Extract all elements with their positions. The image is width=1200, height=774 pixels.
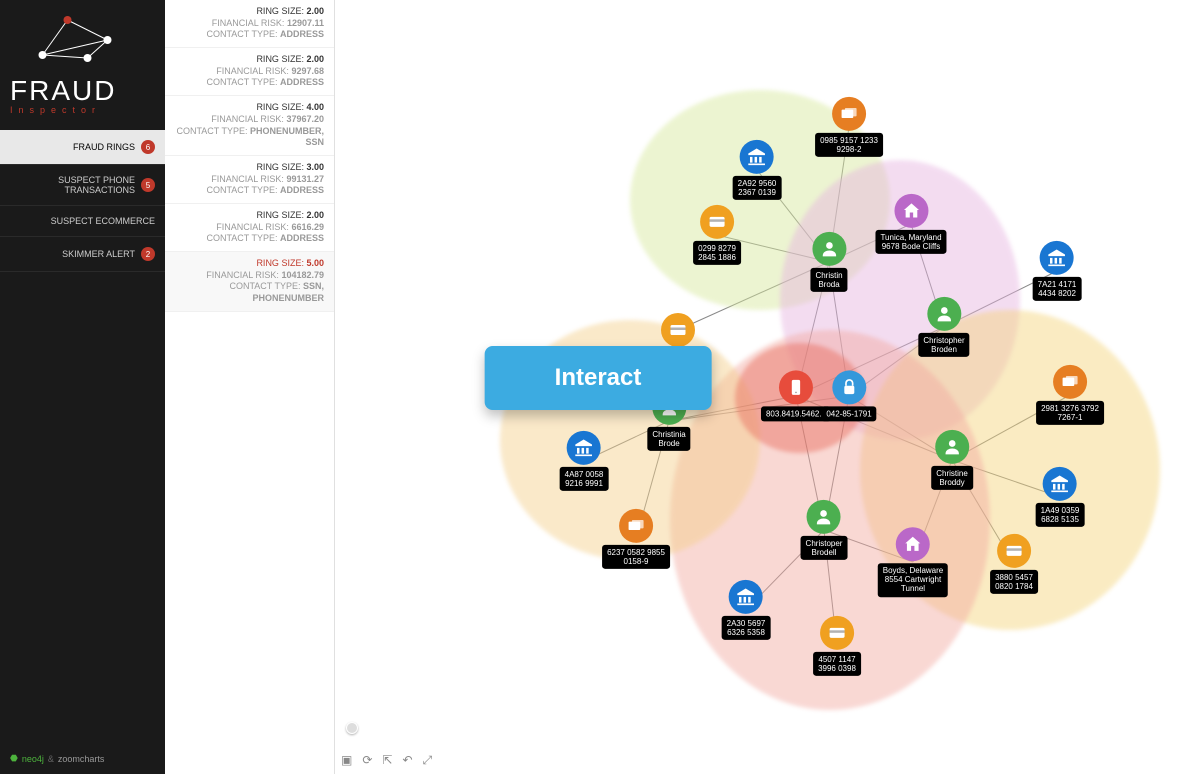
nav-item-3[interactable]: SKIMMER ALERT 2 bbox=[0, 237, 165, 272]
node-bank[interactable]: 2A30 5697 6326 5358 bbox=[722, 580, 771, 640]
card-icon bbox=[661, 313, 695, 347]
node-home[interactable]: Tunica, Maryland 9678 Bode Cliffs bbox=[875, 194, 946, 254]
cash-icon bbox=[832, 97, 866, 131]
canvas-toolbar: ▣ ⟳ ⇱ ↶ ⤢ bbox=[341, 753, 432, 768]
ring-entry-0[interactable]: RING SIZE: 2.00FINANCIAL RISK: 12907.11C… bbox=[165, 0, 334, 48]
card-icon bbox=[997, 534, 1031, 568]
cash-icon bbox=[1053, 365, 1087, 399]
person-icon bbox=[807, 500, 841, 534]
footer-sep: & bbox=[48, 754, 54, 764]
undo-icon[interactable]: ↶ bbox=[402, 753, 412, 768]
node-card[interactable]: 0299 8279 2845 1886 bbox=[693, 205, 741, 265]
node-label: Christin Broda bbox=[810, 268, 847, 292]
shield-icon: ⬣ bbox=[10, 753, 18, 764]
bank-icon bbox=[740, 140, 774, 174]
node-card[interactable]: 3880 5457 0820 1784 bbox=[990, 534, 1038, 594]
nav-label: FRAUD RINGS bbox=[73, 142, 135, 152]
node-label: Christoper Brodell bbox=[801, 536, 848, 560]
node-card[interactable]: 4507 1147 3996 0398 bbox=[813, 616, 861, 676]
ring-entry-3[interactable]: RING SIZE: 3.00FINANCIAL RISK: 99131.27C… bbox=[165, 156, 334, 204]
nav-item-0[interactable]: FRAUD RINGS 6 bbox=[0, 130, 165, 165]
node-label: Tunica, Maryland 9678 Bode Cliffs bbox=[875, 230, 946, 254]
ring-entry-5[interactable]: RING SIZE: 5.00FINANCIAL RISK: 104182.79… bbox=[165, 252, 334, 312]
expand-icon[interactable]: ⤢ bbox=[423, 753, 433, 768]
node-cash[interactable]: 2981 3276 3792 7267-1 bbox=[1036, 365, 1104, 425]
node-label: 2981 3276 3792 7267-1 bbox=[1036, 401, 1104, 425]
node-bank[interactable]: 2A92 9560 2367 0139 bbox=[733, 140, 782, 200]
node-person[interactable]: Christine Broddy bbox=[931, 430, 973, 490]
bank-icon bbox=[1040, 241, 1074, 275]
ring-entry-4[interactable]: RING SIZE: 2.00FINANCIAL RISK: 6616.29CO… bbox=[165, 204, 334, 252]
node-cash[interactable]: 0985 9157 1233 9298-2 bbox=[815, 97, 883, 157]
node-bank[interactable]: 4A87 0058 9216 9991 bbox=[560, 431, 609, 491]
nav-label: SUSPECT PHONE TRANSACTIONS bbox=[10, 175, 135, 195]
node-card[interactable] bbox=[661, 313, 695, 347]
node-label: 2A92 9560 2367 0139 bbox=[733, 176, 782, 200]
lock-icon bbox=[832, 370, 866, 404]
node-label: 6237 0582 9855 0158-9 bbox=[602, 545, 670, 569]
node-label: 3880 5457 0820 1784 bbox=[990, 570, 1038, 594]
person-icon bbox=[812, 232, 846, 266]
footer-zoom: zoomcharts bbox=[58, 754, 105, 764]
node-home[interactable]: Boyds, Delaware 8554 Cartwright Tunnel bbox=[878, 527, 948, 597]
footer: ⬣ neo4j & zoomcharts bbox=[0, 743, 165, 774]
node-label: Christopher Broden bbox=[918, 333, 969, 357]
node-label: 042-85-1791 bbox=[821, 406, 876, 421]
node-layer: 0985 9157 1233 9298-2 2A92 9560 2367 0139… bbox=[335, 0, 1200, 774]
brand-subtitle: Inspector bbox=[10, 105, 155, 115]
nav-label: SUSPECT ECOMMERCE bbox=[51, 216, 155, 226]
node-person[interactable]: Christoper Brodell bbox=[801, 500, 848, 560]
bank-icon bbox=[1043, 467, 1077, 501]
node-label: 0299 8279 2845 1886 bbox=[693, 241, 741, 265]
zoom-knob[interactable] bbox=[346, 722, 358, 734]
bank-icon bbox=[567, 431, 601, 465]
card-icon bbox=[700, 205, 734, 239]
nav-badge: 6 bbox=[141, 140, 155, 154]
node-lock[interactable]: 042-85-1791 bbox=[821, 370, 876, 421]
node-label: 4507 1147 3996 0398 bbox=[813, 652, 861, 676]
node-label: 0985 9157 1233 9298-2 bbox=[815, 133, 883, 157]
camera-icon[interactable]: ▣ bbox=[341, 753, 352, 768]
footer-neo: neo4j bbox=[22, 754, 44, 764]
node-label: Christinia Brode bbox=[647, 427, 690, 451]
node-label: Boyds, Delaware 8554 Cartwright Tunnel bbox=[878, 563, 948, 597]
node-cash[interactable]: 6237 0582 9855 0158-9 bbox=[602, 509, 670, 569]
node-person[interactable]: Christopher Broden bbox=[918, 297, 969, 357]
ring-list: RING SIZE: 2.00FINANCIAL RISK: 12907.11C… bbox=[165, 0, 335, 774]
interact-label: Interact bbox=[555, 364, 642, 391]
interact-button[interactable]: Interact bbox=[485, 346, 712, 410]
zoom-slider[interactable] bbox=[341, 717, 363, 739]
logo-graphic bbox=[10, 10, 155, 70]
brand-title: FRAUD bbox=[10, 75, 155, 107]
ring-entry-1[interactable]: RING SIZE: 2.00FINANCIAL RISK: 9297.68CO… bbox=[165, 48, 334, 96]
home-icon bbox=[896, 527, 930, 561]
node-bank[interactable]: 1A49 0359 6828 5135 bbox=[1036, 467, 1085, 527]
ring-entry-2[interactable]: RING SIZE: 4.00FINANCIAL RISK: 37967.20C… bbox=[165, 96, 334, 156]
home-icon bbox=[894, 194, 928, 228]
nav-item-1[interactable]: SUSPECT PHONE TRANSACTIONS 5 bbox=[0, 165, 165, 206]
node-label: 7A21 4171 4434 8202 bbox=[1033, 277, 1082, 301]
lock-open-icon[interactable]: ⇱ bbox=[382, 753, 392, 768]
graph-canvas[interactable]: 0985 9157 1233 9298-2 2A92 9560 2367 0139… bbox=[335, 0, 1200, 774]
bank-icon bbox=[729, 580, 763, 614]
sidebar: FRAUD Inspector FRAUD RINGS 6 SUSPECT PHON… bbox=[0, 0, 165, 774]
node-person[interactable]: Christin Broda bbox=[810, 232, 847, 292]
person-icon bbox=[935, 430, 969, 464]
phone-icon bbox=[779, 370, 813, 404]
node-label: 1A49 0359 6828 5135 bbox=[1036, 503, 1085, 527]
node-bank[interactable]: 7A21 4171 4434 8202 bbox=[1033, 241, 1082, 301]
nav: FRAUD RINGS6SUSPECT PHONE TRANSACTIONS5S… bbox=[0, 130, 165, 743]
nav-badge: 2 bbox=[141, 247, 155, 261]
refresh-icon[interactable]: ⟳ bbox=[362, 753, 372, 768]
node-label: Christine Broddy bbox=[931, 466, 973, 490]
nav-label: SKIMMER ALERT bbox=[62, 249, 135, 259]
cash-icon bbox=[619, 509, 653, 543]
node-label: 4A87 0058 9216 9991 bbox=[560, 467, 609, 491]
node-label: 2A30 5697 6326 5358 bbox=[722, 616, 771, 640]
person-icon bbox=[927, 297, 961, 331]
logo: FRAUD Inspector bbox=[0, 0, 165, 130]
nav-badge: 5 bbox=[141, 178, 155, 192]
nav-item-2[interactable]: SUSPECT ECOMMERCE bbox=[0, 206, 165, 237]
card-icon bbox=[820, 616, 854, 650]
